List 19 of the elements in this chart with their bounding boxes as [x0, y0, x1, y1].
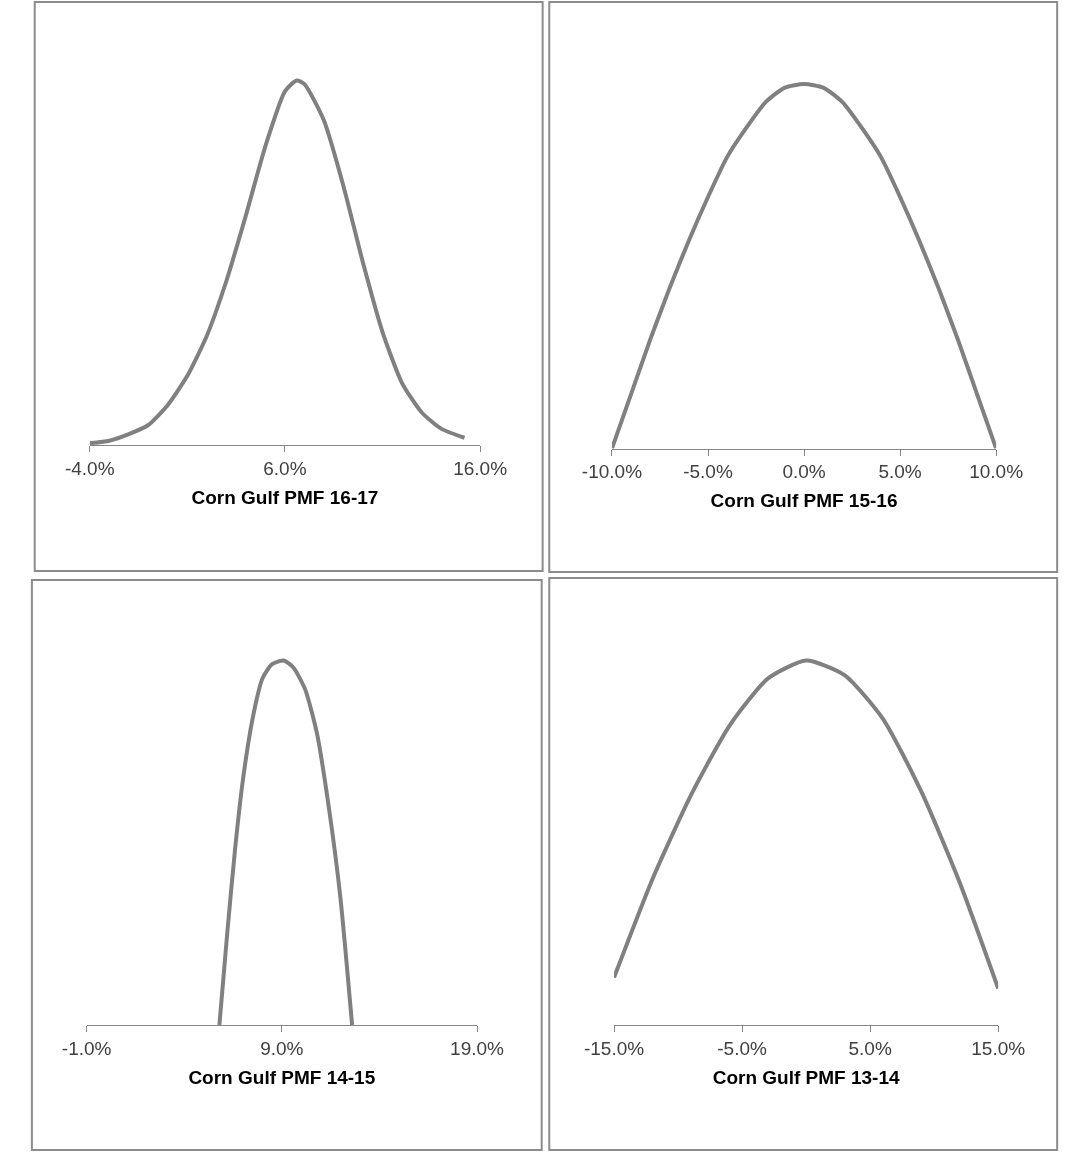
- x-tick-label: -10.0%: [581, 461, 643, 483]
- x-tick-label: 5.0%: [848, 1037, 892, 1059]
- x-tick-label: 15.0%: [971, 1037, 1026, 1059]
- x-tick-label: -5.0%: [717, 1037, 767, 1059]
- x-axis-title: Corn Gulf PMF 16-17: [191, 486, 379, 508]
- x-tick-label: -1.0%: [61, 1037, 112, 1059]
- x-tick-label: 19.0%: [450, 1037, 505, 1059]
- x-tick-label: -5.0%: [683, 461, 733, 483]
- x-tick-label: -4.0%: [64, 457, 115, 479]
- x-axis-title: Corn Gulf PMF 14-15: [188, 1066, 376, 1088]
- x-tick-label: 0.0%: [782, 461, 826, 483]
- x-axis-title: Corn Gulf PMF 13-14: [712, 1066, 900, 1088]
- x-axis-title: Corn Gulf PMF 15-16: [710, 490, 898, 512]
- x-tick-label: 10.0%: [969, 461, 1024, 483]
- x-tick-label: 6.0%: [263, 457, 307, 479]
- x-tick-label: 9.0%: [260, 1037, 304, 1059]
- x-tick-label: 16.0%: [453, 457, 508, 479]
- x-tick-label: -15.0%: [583, 1037, 645, 1059]
- x-tick-label: 5.0%: [878, 461, 922, 483]
